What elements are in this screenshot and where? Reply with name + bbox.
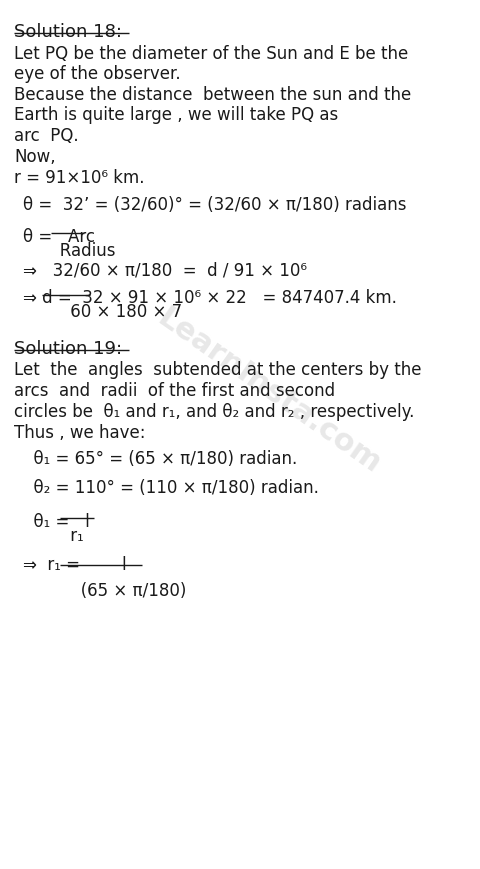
Text: Radius: Radius <box>23 242 115 259</box>
Text: θ₁ = 65° = (65 × π/180) radian.: θ₁ = 65° = (65 × π/180) radian. <box>23 449 297 468</box>
Text: Let  the  angles  subtended at the centers by the: Let the angles subtended at the centers … <box>14 361 421 379</box>
Text: θ =  32’ = (32/60)° = (32/60 × π/180) radians: θ = 32’ = (32/60)° = (32/60 × π/180) rad… <box>23 196 406 214</box>
Text: eye of the observer.: eye of the observer. <box>14 64 180 83</box>
Text: arc  PQ.: arc PQ. <box>14 127 79 145</box>
Text: ⇒  r₁ =        l: ⇒ r₁ = l <box>23 556 126 574</box>
Text: Thus , we have:: Thus , we have: <box>14 423 145 441</box>
Text: LearnInsta.com: LearnInsta.com <box>152 303 386 479</box>
Text: θ₂ = 110° = (110 × π/180) radian.: θ₂ = 110° = (110 × π/180) radian. <box>23 479 318 497</box>
Text: Solution 19:: Solution 19: <box>14 339 122 357</box>
Text: 60 × 180 × 7: 60 × 180 × 7 <box>23 302 182 321</box>
Text: Because the distance  between the sun and the: Because the distance between the sun and… <box>14 85 411 103</box>
Text: Now,: Now, <box>14 148 56 166</box>
Text: r₁: r₁ <box>23 527 84 544</box>
Text: r = 91×10⁶ km.: r = 91×10⁶ km. <box>14 169 144 187</box>
Text: (65 × π/180): (65 × π/180) <box>23 581 186 600</box>
Text: Solution 18:: Solution 18: <box>14 23 122 41</box>
Text: θ₁ =   l: θ₁ = l <box>23 513 90 530</box>
Text: circles be  θ₁ and r₁, and θ₂ and r₂ , respectively.: circles be θ₁ and r₁, and θ₂ and r₂ , re… <box>14 402 414 421</box>
Text: Let PQ be the diameter of the Sun and E be the: Let PQ be the diameter of the Sun and E … <box>14 44 408 63</box>
Text: θ =   Arc: θ = Arc <box>23 228 95 245</box>
Text: Earth is quite large , we will take PQ as: Earth is quite large , we will take PQ a… <box>14 106 338 124</box>
Text: arcs  and  radii  of the first and second: arcs and radii of the first and second <box>14 381 335 400</box>
Text: ⇒   32/60 × π/180  =  d / 91 × 10⁶: ⇒ 32/60 × π/180 = d / 91 × 10⁶ <box>23 262 306 279</box>
Text: ⇒ d =  32 × 91 × 10⁶ × 22   = 847407.4 km.: ⇒ d = 32 × 91 × 10⁶ × 22 = 847407.4 km. <box>23 289 396 307</box>
